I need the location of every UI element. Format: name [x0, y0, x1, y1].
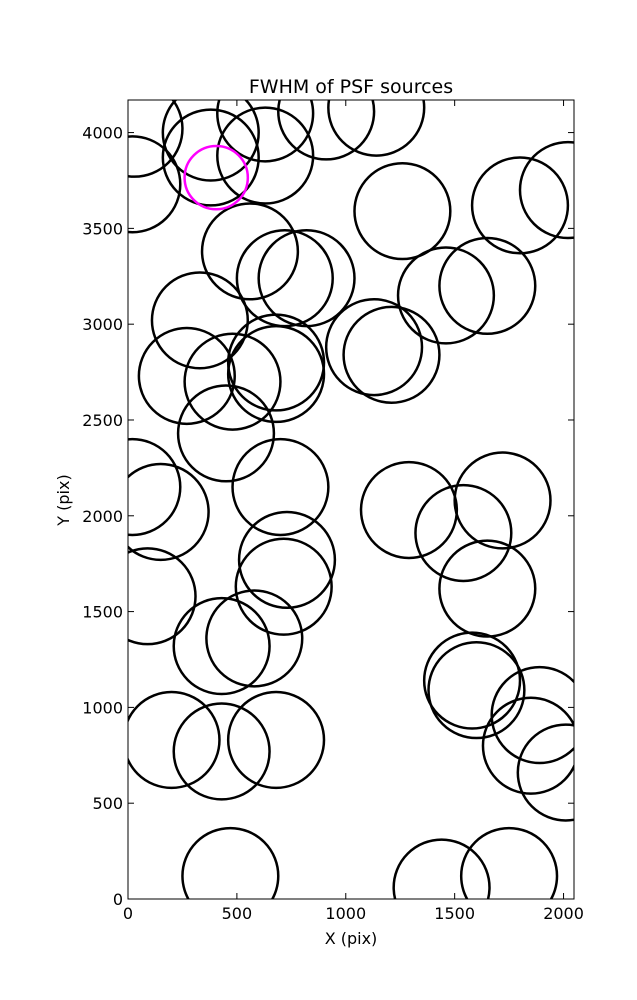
y-tick-label: 3500 [82, 219, 123, 238]
x-axis-label: X (pix) [325, 929, 378, 948]
source-circle [172, 596, 271, 696]
source-circle [161, 100, 260, 182]
x-tick-label: 1000 [325, 904, 366, 923]
source-circle [128, 462, 210, 562]
source-circle [226, 690, 326, 790]
y-axis-label: Y (pix) [54, 474, 73, 526]
source-circle [150, 271, 250, 370]
x-tick-label: 2000 [543, 904, 584, 923]
source-circle [438, 539, 537, 638]
source-circle [231, 437, 330, 537]
y-tick-label: 1000 [82, 698, 123, 717]
source-circle [353, 161, 452, 261]
source-circle [161, 108, 260, 207]
y-tick-label: 2500 [82, 411, 123, 430]
source-circle [128, 690, 221, 790]
source-circle [470, 156, 570, 255]
source-circle [128, 135, 182, 234]
highlighted-source-circle [183, 144, 250, 211]
source-circle [234, 537, 333, 636]
source-circle [226, 313, 326, 412]
source-circle [172, 702, 271, 801]
x-tick-label: 1500 [434, 904, 475, 923]
source-circle [327, 100, 426, 157]
source-circle [128, 547, 197, 646]
source-circle [459, 826, 559, 899]
source-circle [277, 100, 376, 161]
source-circle [205, 589, 304, 688]
source-circle [427, 640, 526, 740]
source-circle [453, 451, 552, 550]
source-circle [200, 202, 300, 301]
source-circle [216, 100, 315, 163]
source-circle [137, 326, 236, 426]
source-circle [342, 305, 441, 404]
source-circle [176, 384, 276, 483]
source-circle [516, 723, 574, 822]
source-circle [216, 106, 315, 205]
x-tick-label: 0 [123, 904, 133, 923]
source-circle [128, 100, 184, 178]
y-tick-label: 0 [113, 890, 123, 909]
source-circle [481, 696, 574, 795]
y-tick-label: 500 [92, 794, 123, 813]
y-tick-label: 4000 [82, 124, 123, 143]
source-circle [324, 298, 424, 397]
source-circle [235, 229, 334, 328]
y-tick-label: 2000 [82, 507, 123, 526]
source-circle [183, 332, 282, 431]
source-circle [128, 437, 182, 537]
source-circle [396, 246, 496, 345]
source-circle [226, 324, 326, 424]
y-tick-label: 3000 [82, 315, 123, 334]
source-circle [490, 665, 574, 765]
source-circle [392, 838, 491, 899]
source-circle [181, 826, 280, 899]
source-circle [237, 510, 337, 610]
source-circle [422, 631, 522, 730]
chart-title: FWHM of PSF sources [249, 76, 453, 98]
psf-source-circles [128, 100, 574, 899]
x-axis: 0 500 1000 1500 2000 [123, 100, 584, 923]
y-tick-label: 1500 [82, 603, 123, 622]
source-circle [438, 236, 537, 336]
source-circle [359, 460, 459, 560]
y-axis: 0 500 1000 1500 2000 2500 3000 3500 4000 [82, 124, 574, 909]
plot-frame [127, 99, 575, 900]
source-circle [518, 140, 574, 240]
source-circle [414, 483, 513, 583]
x-tick-label: 500 [222, 904, 253, 923]
